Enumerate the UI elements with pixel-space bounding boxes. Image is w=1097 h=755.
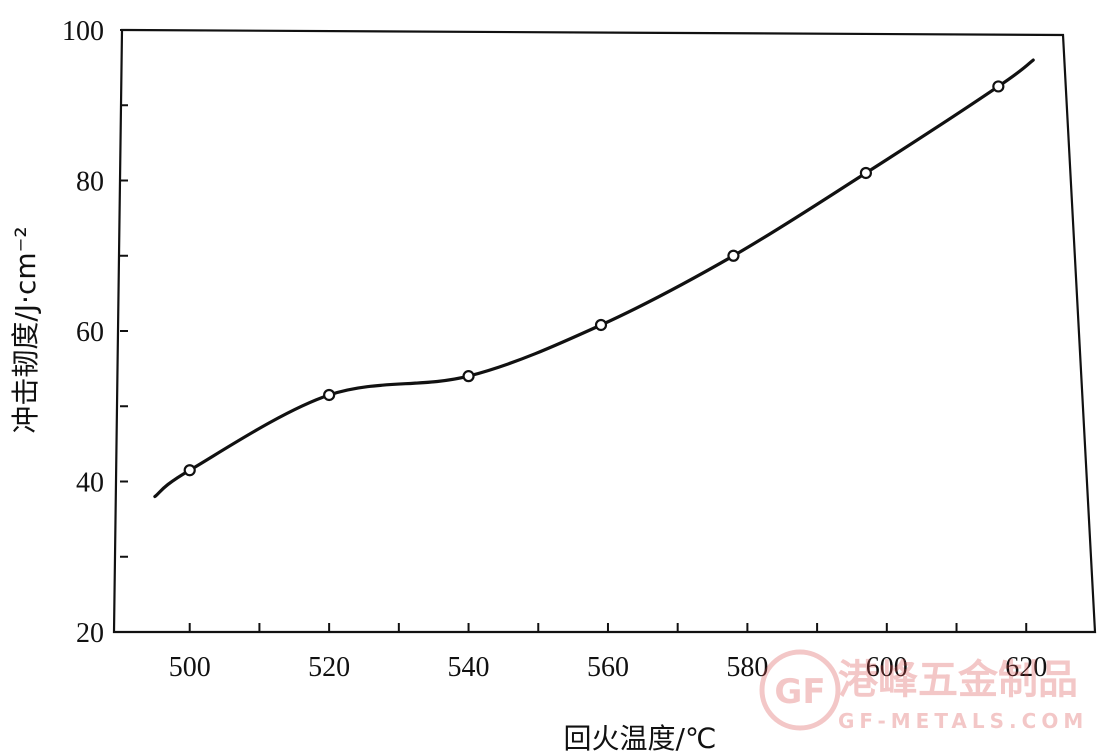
- x-tick-label: 540: [448, 652, 490, 683]
- x-tick-label: 500: [169, 652, 211, 683]
- y-tick-label: 80: [76, 167, 104, 198]
- data-points: [183, 80, 1005, 477]
- x-axis-label: 回火温度/℃: [564, 722, 717, 755]
- data-point: [859, 166, 872, 180]
- x-tick-label: 600: [866, 652, 908, 683]
- x-tick-label: 580: [726, 652, 768, 683]
- watermark: GF 港峰五金制品 GF-METALS.COM: [759, 649, 1088, 733]
- y-tick-label: 20: [76, 618, 104, 649]
- watermark-logo: [759, 649, 841, 731]
- y-axis-ticks: 20 40 60 80 100: [62, 16, 128, 649]
- impact-toughness-curve: [153, 58, 1035, 499]
- x-tick-label: 620: [1005, 652, 1047, 683]
- watermark-cn: 港峰五金制品: [838, 657, 1078, 703]
- y-tick-label: 40: [76, 468, 104, 499]
- data-point: [727, 249, 740, 262]
- x-tick-label: 520: [308, 652, 350, 683]
- data-point: [323, 388, 336, 402]
- data-point: [594, 318, 608, 332]
- watermark-logo-text: GF: [774, 672, 825, 712]
- plot-frame: [112, 28, 1097, 634]
- y-tick-label: 60: [76, 317, 104, 348]
- watermark-en: GF-METALS.COM: [838, 709, 1088, 733]
- data-point: [992, 80, 1005, 93]
- y-axis-label: 冲击韧度/J·cm⁻²: [9, 226, 42, 433]
- data-point: [183, 464, 196, 477]
- data-point: [462, 370, 475, 383]
- x-axis-ticks: 500 520 540 560 580 600 620: [169, 623, 1047, 683]
- y-tick-label: 100: [62, 16, 104, 47]
- x-tick-label: 560: [587, 652, 629, 683]
